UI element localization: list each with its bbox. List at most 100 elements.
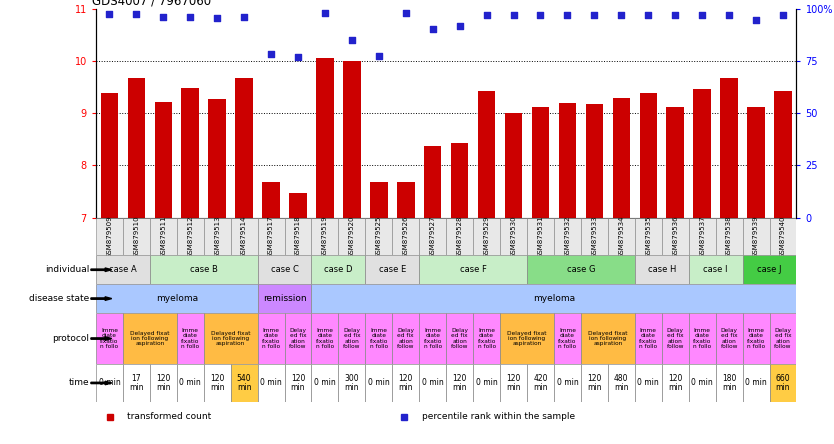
Point bbox=[372, 53, 385, 60]
Bar bbox=[231, 364, 258, 402]
Text: case A: case A bbox=[109, 265, 137, 274]
Point bbox=[103, 11, 116, 18]
Text: disease state: disease state bbox=[29, 294, 89, 303]
Text: 0 min: 0 min bbox=[179, 378, 201, 388]
Bar bbox=[742, 218, 770, 255]
Bar bbox=[554, 364, 581, 402]
Bar bbox=[689, 313, 716, 364]
Bar bbox=[554, 218, 581, 255]
Point bbox=[696, 12, 709, 19]
Bar bbox=[747, 107, 765, 218]
Bar bbox=[635, 313, 661, 364]
Bar bbox=[581, 364, 608, 402]
Text: Delayed fixat
ion following
aspiration: Delayed fixat ion following aspiration bbox=[588, 331, 628, 346]
Bar bbox=[96, 218, 123, 255]
Text: GSM879528: GSM879528 bbox=[457, 215, 463, 258]
Point bbox=[319, 9, 332, 16]
Bar bbox=[177, 218, 203, 255]
Text: Delay
ed fix
ation
follow: Delay ed fix ation follow bbox=[666, 328, 684, 349]
Bar bbox=[770, 364, 796, 402]
Bar bbox=[311, 364, 339, 402]
Bar bbox=[182, 87, 199, 218]
Bar bbox=[500, 313, 554, 364]
Text: 120
min: 120 min bbox=[291, 373, 305, 392]
Bar bbox=[666, 107, 684, 218]
Text: GSM879510: GSM879510 bbox=[133, 215, 139, 258]
Point bbox=[615, 12, 628, 19]
Bar bbox=[661, 313, 689, 364]
Text: Imme
diate
fixatio
n follo: Imme diate fixatio n follo bbox=[558, 328, 576, 349]
Text: GSM879533: GSM879533 bbox=[591, 215, 597, 258]
Text: case D: case D bbox=[324, 265, 353, 274]
Bar bbox=[392, 313, 420, 364]
Bar bbox=[258, 255, 311, 284]
Bar bbox=[721, 78, 738, 218]
Text: GSM879525: GSM879525 bbox=[376, 215, 382, 258]
Bar bbox=[370, 182, 388, 218]
Text: Imme
diate
fixatio
n follo: Imme diate fixatio n follo bbox=[181, 328, 199, 349]
Point bbox=[345, 36, 359, 44]
Text: 180
min: 180 min bbox=[722, 373, 736, 392]
Bar bbox=[123, 218, 150, 255]
Text: case G: case G bbox=[566, 265, 595, 274]
Bar bbox=[177, 313, 203, 364]
Text: Delay
ed fix
ation
follow: Delay ed fix ation follow bbox=[289, 328, 307, 349]
Point bbox=[426, 25, 440, 32]
Text: 540
min: 540 min bbox=[237, 373, 251, 392]
Point bbox=[641, 12, 655, 19]
Bar bbox=[311, 255, 365, 284]
Point bbox=[291, 53, 304, 60]
Text: 0 min: 0 min bbox=[475, 378, 498, 388]
Text: Delay
ed fix
ation
follow: Delay ed fix ation follow bbox=[451, 328, 469, 349]
Text: GSM879509: GSM879509 bbox=[107, 215, 113, 258]
Bar bbox=[123, 364, 150, 402]
Bar bbox=[150, 364, 177, 402]
Text: Imme
diate
fixatio
n follo: Imme diate fixatio n follo bbox=[639, 328, 657, 349]
Text: 0 min: 0 min bbox=[422, 378, 444, 388]
Text: Delayed fixat
ion following
aspiration: Delayed fixat ion following aspiration bbox=[211, 331, 250, 346]
Text: case I: case I bbox=[703, 265, 728, 274]
Bar bbox=[150, 218, 177, 255]
Point bbox=[507, 12, 520, 19]
Bar bbox=[661, 364, 689, 402]
Bar bbox=[635, 218, 661, 255]
Point bbox=[183, 13, 197, 20]
Bar bbox=[532, 107, 550, 218]
Text: GSM879518: GSM879518 bbox=[295, 215, 301, 258]
Bar bbox=[689, 218, 716, 255]
Bar bbox=[420, 218, 446, 255]
Bar bbox=[451, 143, 469, 218]
Bar bbox=[742, 364, 770, 402]
Text: GSM879527: GSM879527 bbox=[430, 215, 435, 258]
Text: Delayed fixat
ion following
aspiration: Delayed fixat ion following aspiration bbox=[130, 331, 169, 346]
Text: 120
min: 120 min bbox=[506, 373, 520, 392]
Text: 0 min: 0 min bbox=[556, 378, 578, 388]
Text: protocol: protocol bbox=[53, 334, 89, 343]
Bar bbox=[716, 218, 742, 255]
Bar bbox=[316, 59, 334, 218]
Text: GSM879534: GSM879534 bbox=[618, 215, 625, 258]
Text: GSM879539: GSM879539 bbox=[753, 215, 759, 258]
Bar bbox=[339, 218, 365, 255]
Bar bbox=[392, 364, 420, 402]
Text: GSM879526: GSM879526 bbox=[403, 215, 409, 258]
Text: GSM879519: GSM879519 bbox=[322, 215, 328, 258]
Bar bbox=[770, 218, 796, 255]
Text: GSM879513: GSM879513 bbox=[214, 215, 220, 258]
Text: GSM879529: GSM879529 bbox=[484, 215, 490, 258]
Point bbox=[210, 15, 224, 22]
Text: case B: case B bbox=[190, 265, 218, 274]
Text: GSM879531: GSM879531 bbox=[537, 215, 544, 258]
Bar bbox=[446, 313, 473, 364]
Text: 0 min: 0 min bbox=[260, 378, 282, 388]
Text: GSM879530: GSM879530 bbox=[510, 215, 516, 258]
Text: Delay
ed fix
ation
follow: Delay ed fix ation follow bbox=[721, 328, 738, 349]
Bar bbox=[473, 218, 500, 255]
Text: case H: case H bbox=[647, 265, 676, 274]
Text: Imme
diate
fixatio
n follo: Imme diate fixatio n follo bbox=[693, 328, 711, 349]
Bar bbox=[339, 313, 365, 364]
Text: time: time bbox=[68, 378, 89, 388]
Text: GSM879532: GSM879532 bbox=[565, 215, 570, 258]
Text: 0 min: 0 min bbox=[368, 378, 389, 388]
Bar bbox=[365, 255, 420, 284]
